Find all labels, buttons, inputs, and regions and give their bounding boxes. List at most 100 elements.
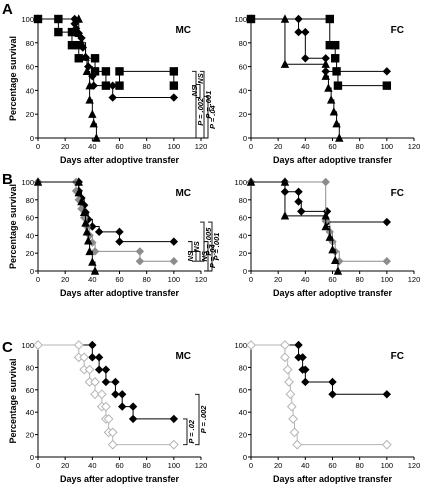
y-tick-label: 100: [234, 178, 247, 187]
data-point-6: [286, 401, 297, 412]
x-tick-label: 100: [381, 461, 394, 470]
y-axis-label: Percentage survival: [8, 358, 18, 443]
series-0: [246, 177, 392, 227]
data-point-2: [54, 27, 63, 37]
x-tick-label: 40: [301, 275, 309, 284]
data-point-2: [74, 187, 83, 197]
x-tick-label: 60: [115, 461, 123, 470]
x-tick-label: 120: [408, 142, 421, 151]
x-axis-label: Days after adoptive transfer: [60, 474, 180, 484]
data-point-4: [81, 52, 90, 61]
x-tick-label: 40: [301, 142, 309, 151]
bracket-line: [188, 241, 193, 252]
data-point-3: [298, 353, 307, 362]
survival-chart-b-mc: 0 20 40 60 80 100 0 20 40 60 80 100 120 Days after ad…: [8, 177, 217, 298]
data-point-9: [89, 119, 98, 128]
data-point-6: [82, 227, 92, 236]
chart-subtitle: FC: [391, 188, 404, 199]
x-tick-label: 100: [381, 275, 394, 284]
y-tick-label: 80: [239, 363, 247, 372]
y-tick-label: 20: [26, 110, 34, 119]
annotation-text: NS: [192, 241, 201, 251]
data-point-7: [88, 222, 97, 231]
series-1: [33, 340, 179, 450]
significance-bracket: P = .005: [200, 221, 213, 262]
data-point-7: [111, 377, 120, 387]
y-axis-label: Percentage survival: [8, 36, 18, 121]
chart-subtitle: FC: [391, 351, 404, 362]
x-tick-label: 40: [88, 275, 96, 284]
data-point-9: [335, 133, 344, 142]
panel-letter-c: C: [2, 339, 13, 356]
data-point-7: [85, 95, 94, 104]
data-point-5: [324, 83, 333, 92]
series-line: [251, 344, 387, 446]
x-tick-label: 20: [274, 461, 282, 470]
series-0: [33, 177, 179, 246]
data-point-4: [321, 221, 330, 231]
y-tick-label: 60: [239, 63, 247, 72]
bracket-line: [204, 95, 209, 139]
x-tick-label: 20: [274, 142, 282, 151]
data-point-11: [115, 81, 124, 90]
series-line: [38, 181, 174, 262]
annotation-text: P = .001: [204, 91, 213, 119]
data-point-9: [115, 227, 124, 237]
data-point-3: [77, 196, 86, 206]
data-point-13: [169, 414, 179, 424]
data-point-4: [331, 54, 340, 63]
data-point-12: [169, 257, 179, 266]
x-axis-label: Days after adoptive transfer: [60, 288, 180, 298]
x-tick-label: 80: [142, 461, 150, 470]
data-point-9: [96, 389, 107, 400]
bracket-line: [200, 70, 205, 139]
data-point-9: [382, 390, 392, 399]
annotation-text: P = .04: [208, 244, 217, 269]
data-point-7: [382, 81, 392, 90]
data-point-4: [67, 40, 77, 50]
bracket-line: [183, 418, 188, 446]
x-axis-label: Days after adoptive transfer: [273, 288, 393, 298]
x-tick-label: 100: [381, 142, 394, 151]
data-point-3: [94, 353, 104, 362]
x-tick-label: 100: [168, 142, 181, 151]
data-point-2: [88, 353, 97, 362]
data-point-0: [33, 14, 43, 23]
annotation-text: NS: [200, 251, 209, 261]
x-tick-label: 0: [36, 461, 40, 470]
chart-subtitle: FC: [391, 25, 404, 36]
x-tick-label: 20: [61, 461, 69, 470]
x-tick-label: 80: [355, 142, 363, 151]
data-point-8: [94, 227, 104, 237]
data-point-1: [321, 177, 330, 187]
y-tick-label: 0: [243, 267, 247, 276]
series-line: [251, 18, 387, 72]
y-tick-label: 80: [26, 196, 34, 205]
data-point-3: [301, 27, 310, 37]
data-point-8: [88, 109, 97, 118]
significance-bracket: P = .002: [192, 85, 205, 139]
chart-subtitle: MC: [175, 25, 191, 36]
data-point-2: [325, 40, 334, 50]
data-point-1: [294, 14, 303, 24]
data-point-5: [301, 365, 310, 374]
x-tick-label: 80: [355, 275, 363, 284]
data-point-8: [90, 389, 100, 400]
series-1: [246, 14, 392, 76]
annotation-text: P = .001: [212, 233, 221, 261]
x-axis-label: Days after adoptive transfer: [60, 155, 180, 165]
y-tick-label: 40: [26, 86, 34, 95]
data-point-8: [382, 217, 392, 227]
data-point-9: [292, 439, 303, 450]
data-point-11: [108, 81, 117, 90]
annotation-text: NS: [196, 73, 205, 83]
x-tick-label: 20: [274, 275, 282, 284]
x-tick-label: 100: [168, 461, 181, 470]
data-point-1: [88, 340, 97, 350]
data-point-3: [294, 187, 303, 196]
data-point-6: [328, 244, 337, 254]
y-tick-label: 0: [30, 134, 34, 143]
y-tick-label: 60: [239, 386, 247, 395]
series-line: [251, 18, 387, 87]
